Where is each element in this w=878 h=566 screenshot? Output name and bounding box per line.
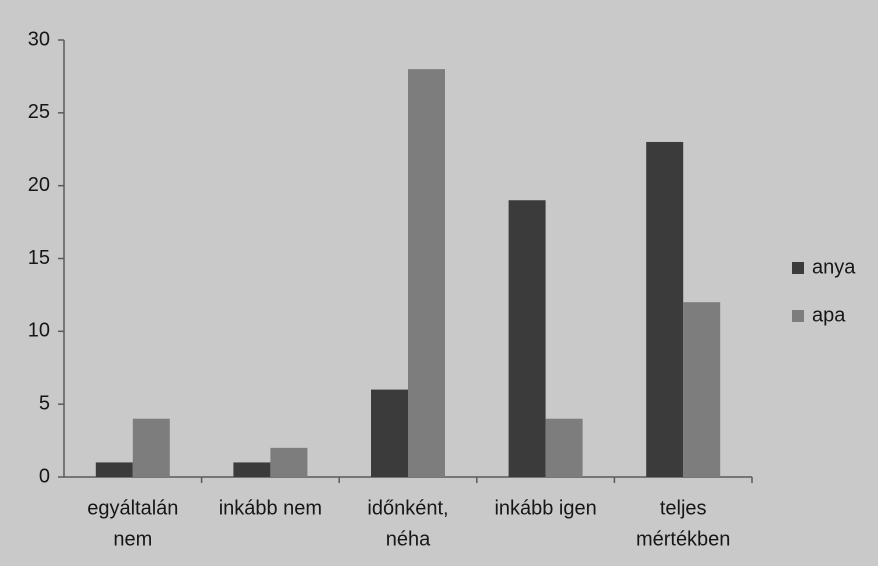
x-tick-label: teljes (660, 497, 707, 519)
y-tick-label: 10 (28, 320, 50, 342)
bar (683, 302, 721, 477)
x-tick-label: egyáltalán (87, 497, 178, 519)
legend-label: apa (812, 304, 846, 326)
bar (371, 389, 408, 477)
y-tick-label: 20 (28, 174, 50, 196)
x-tick-label: néha (386, 528, 431, 550)
x-tick-label: inkább nem (219, 497, 322, 519)
y-tick-label: 15 (28, 247, 50, 269)
bar (132, 418, 170, 477)
x-tick-label: mértékben (636, 528, 731, 550)
legend-label: anya (812, 256, 856, 278)
bar (408, 69, 445, 477)
bar (508, 200, 546, 477)
legend-swatch (792, 262, 804, 274)
y-tick-label: 25 (28, 101, 50, 123)
x-tick-label: időnként, (367, 497, 448, 519)
bar (233, 462, 271, 477)
y-tick-label: 0 (39, 465, 50, 487)
bar (95, 462, 133, 477)
bar (270, 447, 308, 477)
x-tick-label: inkább igen (494, 497, 596, 519)
bar (545, 418, 583, 477)
y-tick-label: 5 (39, 392, 50, 414)
legend-swatch (792, 310, 804, 322)
y-tick-label: 30 (28, 28, 50, 50)
x-tick-label: nem (113, 528, 152, 550)
bar (646, 141, 684, 477)
